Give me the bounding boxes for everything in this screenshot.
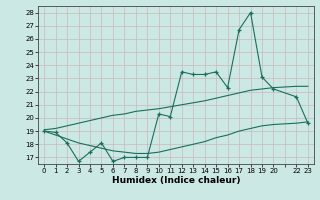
- X-axis label: Humidex (Indice chaleur): Humidex (Indice chaleur): [112, 176, 240, 185]
